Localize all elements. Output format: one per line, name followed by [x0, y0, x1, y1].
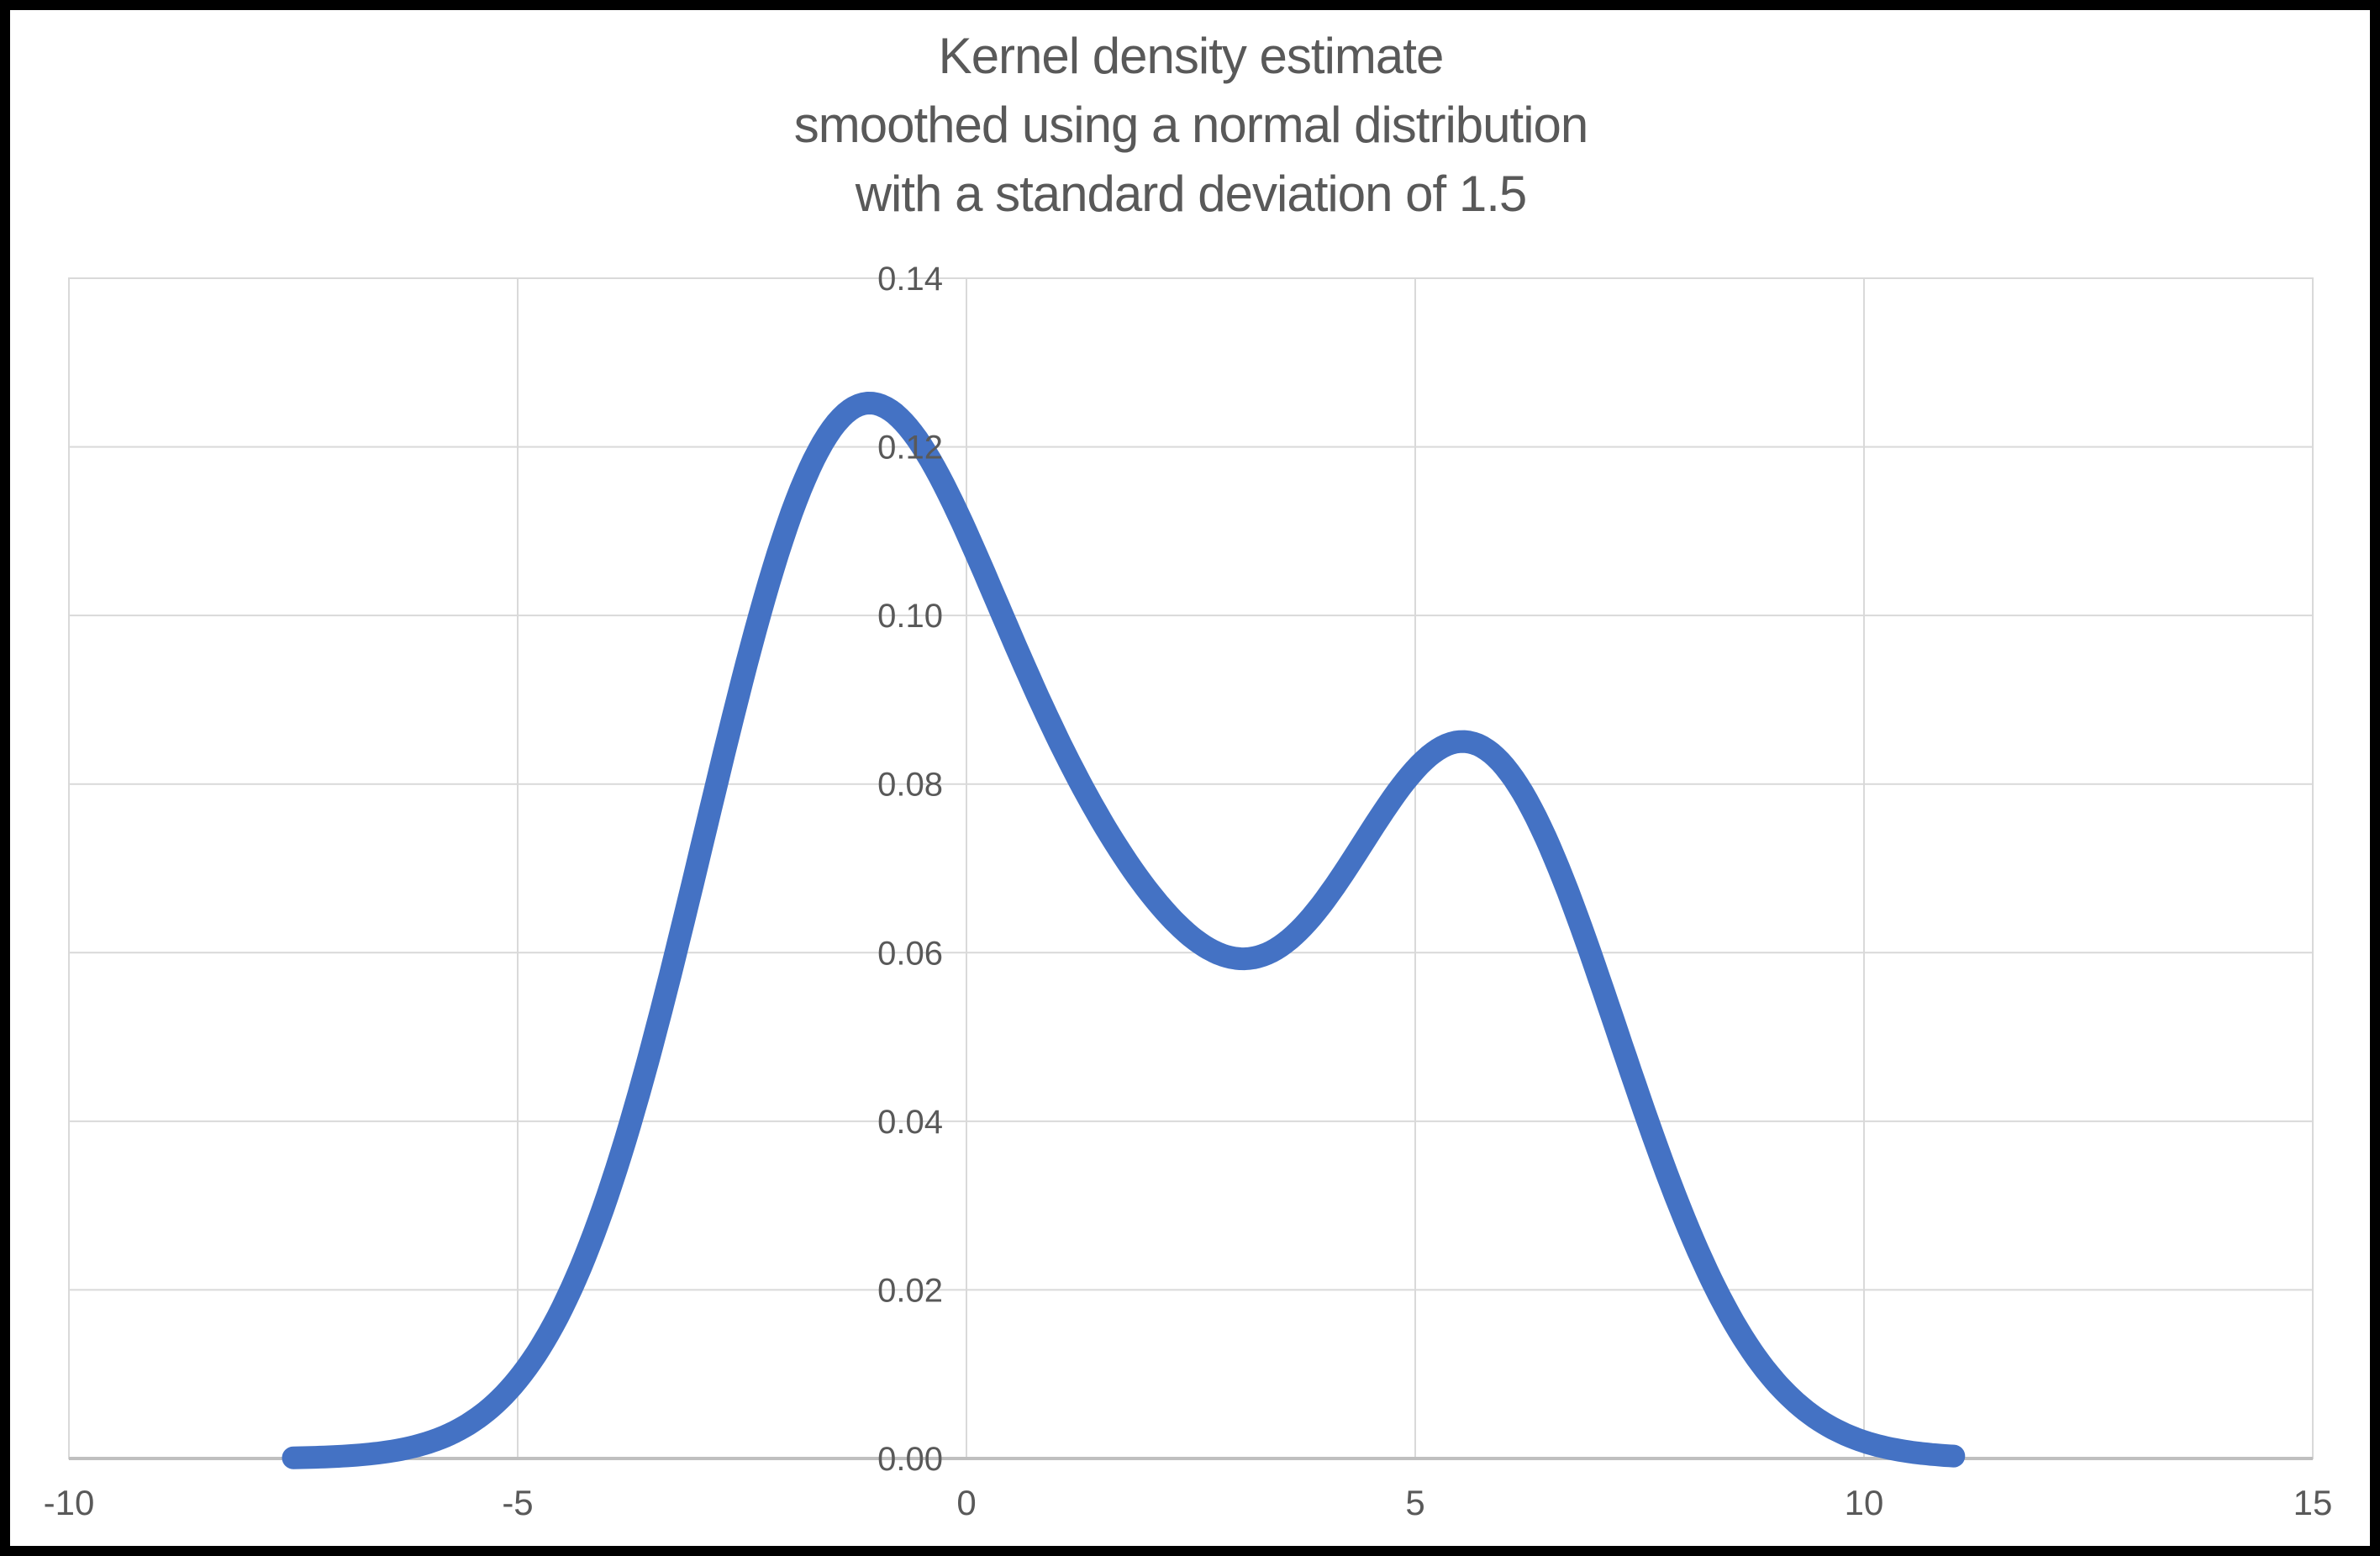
y-tick-label-0.08: 0.08	[877, 767, 943, 804]
x-tick-label--5: -5	[502, 1483, 533, 1522]
chart-title-line-1: Kernel density estimate	[938, 28, 1445, 84]
x-tick-label-15: 15	[2293, 1483, 2333, 1522]
chart-title: Kernel density estimate smoothed using a…	[69, 22, 2313, 229]
y-tick-label-0.02: 0.02	[877, 1272, 943, 1309]
x-tick-label-10: 10	[1845, 1483, 1884, 1522]
x-tick-label-0: 0	[956, 1483, 976, 1522]
y-tick-label-0.00: 0.00	[877, 1441, 943, 1478]
x-tick-label-5: 5	[1405, 1483, 1424, 1522]
y-tick-label-0.14: 0.14	[877, 261, 943, 298]
kde-curve	[282, 392, 1966, 1469]
y-tick-label-0.04: 0.04	[877, 1104, 943, 1141]
chart-title-line-2: smoothed using a normal distribution	[793, 97, 1589, 153]
y-tick-label-0.12: 0.12	[877, 430, 943, 467]
plot-area-border	[68, 277, 2314, 1459]
x-tick-label--10: -10	[44, 1483, 95, 1522]
y-tick-label-0.10: 0.10	[877, 598, 943, 635]
y-tick-label-0.06: 0.06	[877, 935, 943, 972]
chart-title-line-3: with a standard deviation of 1.5	[855, 166, 1528, 222]
